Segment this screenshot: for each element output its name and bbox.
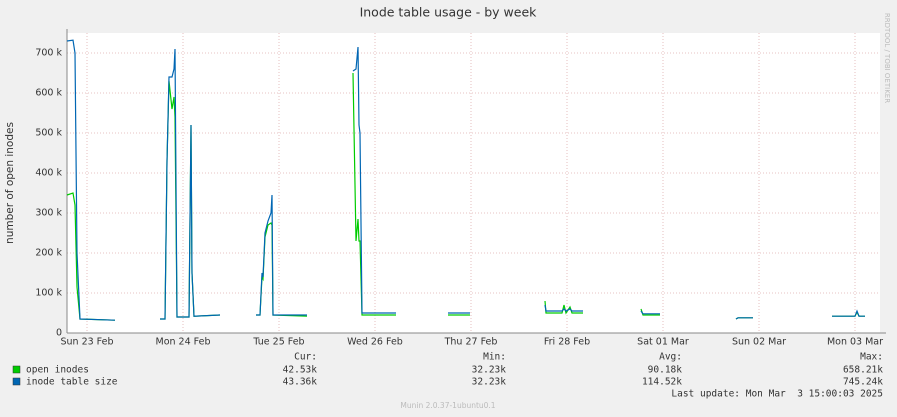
x-tick-label: Sat 01 Mar (637, 337, 689, 348)
y-tick-label: 500 k (35, 128, 62, 139)
x-tick-label: Mon 24 Feb (156, 337, 211, 348)
y-tick-label: 400 k (35, 168, 62, 179)
legend-value: 32.23k (472, 377, 507, 388)
legend-header: Cur: (294, 352, 317, 363)
legend-value: 114.52k (642, 377, 682, 388)
x-tick-label: Fri 28 Feb (544, 337, 590, 348)
legend-value: 745.24k (843, 377, 883, 388)
series-line (66, 39, 865, 321)
x-tick-label: Tue 25 Feb (252, 337, 304, 348)
y-tick-label: 200 k (35, 248, 62, 259)
legend-label: inode table size (26, 377, 118, 388)
y-tick-label: 600 k (35, 88, 62, 99)
legend-label: open inodes (26, 365, 89, 376)
footer: Munin 2.0.37-1ubuntu0.1 (400, 401, 495, 410)
legend-value: 43.36k (283, 377, 318, 388)
legend-value: 32.23k (472, 365, 507, 376)
legend-swatch (12, 365, 21, 374)
x-tick-label: Sun 23 Feb (60, 337, 113, 348)
legend-value: 42.53k (283, 365, 318, 376)
y-axis-label: number of open inodes (4, 122, 16, 244)
y-tick-label: 700 k (35, 48, 62, 59)
y-tick-label: 300 k (35, 208, 62, 219)
last-update: Last update: Mon Mar 3 15:00:03 2025 (671, 389, 883, 400)
legend-value: 658.21k (843, 365, 883, 376)
x-tick-label: Thu 27 Feb (444, 337, 498, 348)
x-tick-label: Mon 03 Mar (827, 337, 883, 348)
legend-header: Max: (860, 352, 883, 363)
legend-header: Avg: (659, 352, 682, 363)
chart-title: Inode table usage - by week (360, 5, 538, 20)
legend-value: 90.18k (648, 365, 683, 376)
x-tick-label: Wed 26 Feb (347, 337, 403, 348)
legend-header: Min: (483, 352, 506, 363)
plot-area (67, 33, 880, 333)
y-tick-label: 100 k (35, 288, 62, 299)
y-tick-label: 0 (56, 328, 62, 339)
side-text: RRDTOOL / TOBI OETIKER (883, 13, 891, 103)
legend-swatch (12, 377, 21, 386)
x-tick-label: Sun 02 Mar (732, 337, 786, 348)
